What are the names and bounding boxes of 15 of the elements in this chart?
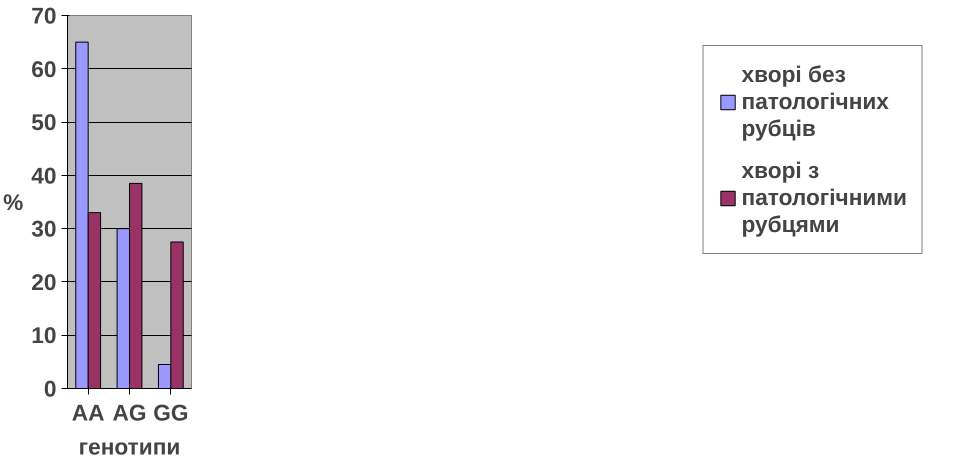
y-tick-label: 70 xyxy=(31,2,56,28)
x-tick-label: AG xyxy=(112,400,146,426)
y-tick-label: 30 xyxy=(31,216,56,242)
y-tick-label: 0 xyxy=(44,376,57,402)
y-tick-label: 20 xyxy=(31,268,56,295)
legend-label: хворі без патологічних рубців xyxy=(742,61,889,142)
y-axis-title: % xyxy=(3,189,24,215)
legend-label: хворі з патологічними рубцями xyxy=(742,157,907,238)
y-tick-label: 50 xyxy=(31,109,56,136)
y-tick-label: 40 xyxy=(31,162,56,188)
x-tick-label: AA xyxy=(72,400,105,426)
y-tick-label: 10 xyxy=(31,322,56,348)
y-tick-label: 60 xyxy=(31,56,56,82)
x-tick-label: GG xyxy=(153,400,188,426)
x-axis-title: генотипи xyxy=(78,434,180,460)
